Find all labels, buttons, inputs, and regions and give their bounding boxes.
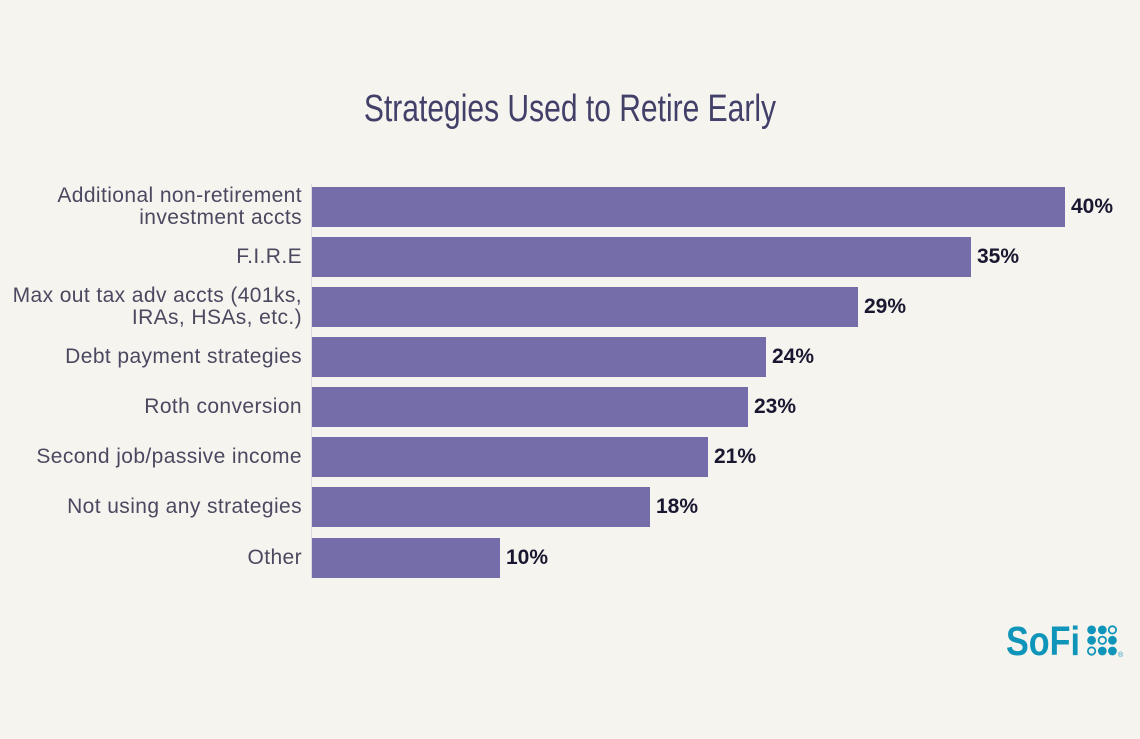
- svg-text:SoFi: SoFi: [1006, 618, 1080, 664]
- svg-text:®: ®: [1118, 651, 1124, 659]
